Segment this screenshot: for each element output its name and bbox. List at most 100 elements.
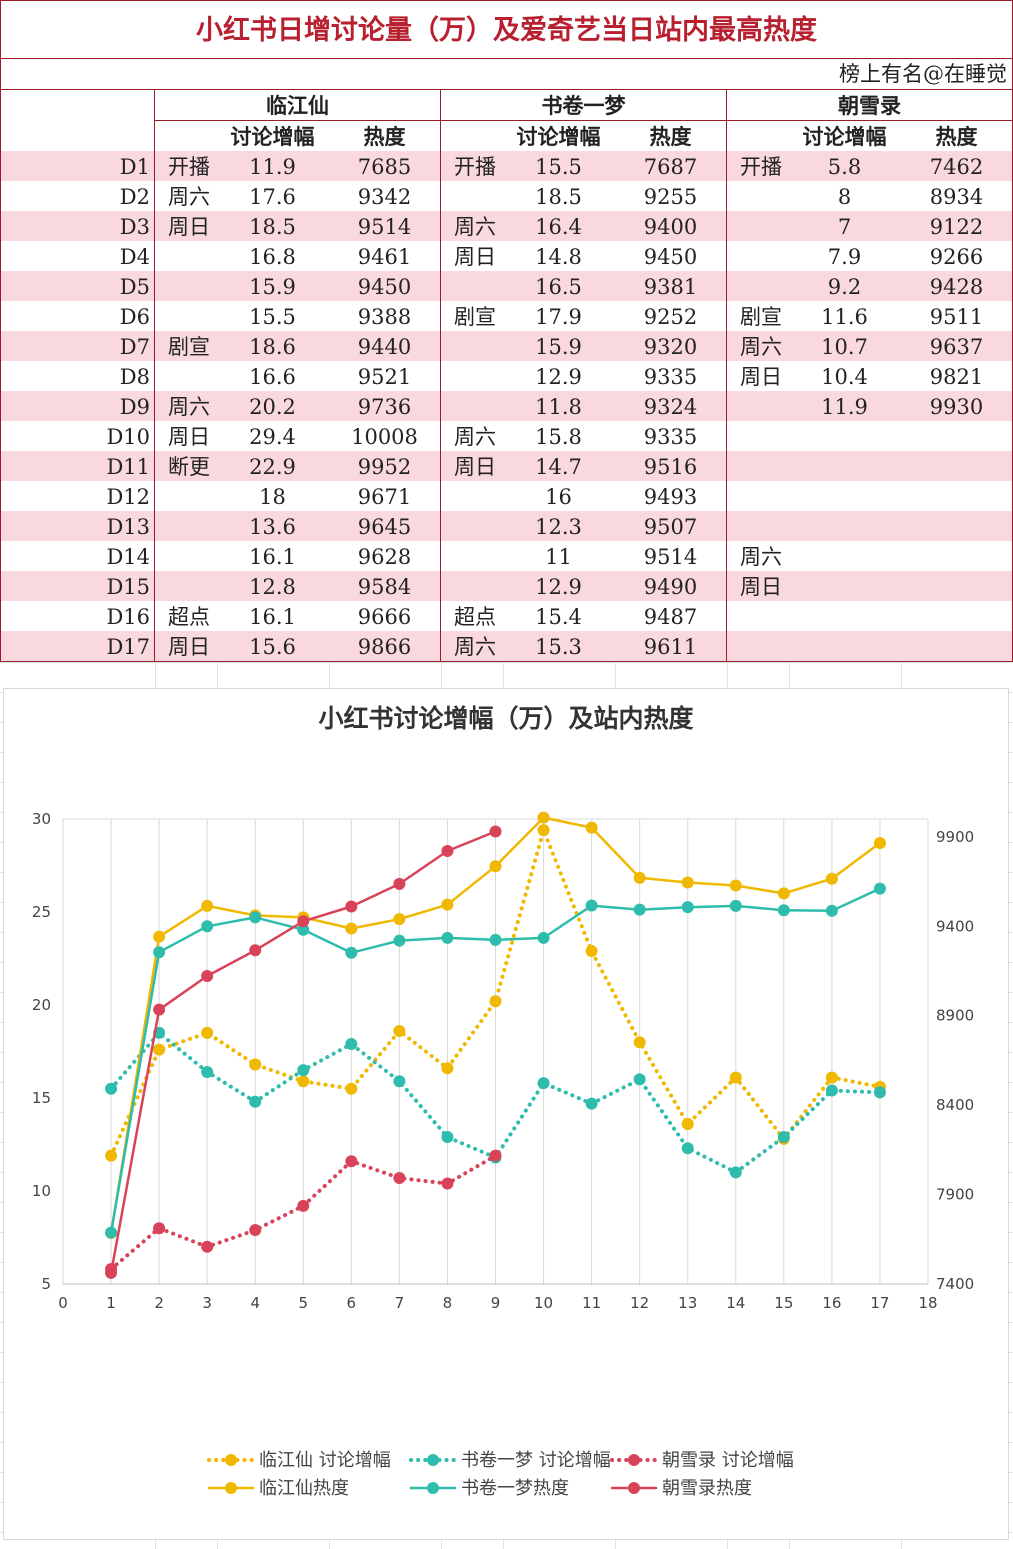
data-point-1 xyxy=(345,1038,358,1051)
heat-a: 9866 xyxy=(357,635,412,659)
day-label: D14 xyxy=(106,545,150,569)
note-b: 超点 xyxy=(454,605,496,629)
data-point-1 xyxy=(777,1131,790,1144)
disc-c: 10.4 xyxy=(821,365,868,389)
day-label: D12 xyxy=(106,485,150,509)
data-point-4 xyxy=(729,899,742,912)
disc-a: 12.8 xyxy=(249,575,296,599)
disc-c: 9.2 xyxy=(827,275,862,299)
x-tick-label: 10 xyxy=(534,1294,553,1312)
heat-b: 9516 xyxy=(643,455,698,479)
table-border xyxy=(155,120,1013,121)
data-point-4 xyxy=(633,903,646,916)
heat-c: 9511 xyxy=(929,305,984,329)
note-b: 周六 xyxy=(454,635,496,659)
row-background xyxy=(1,151,1012,181)
x-tick-label: 18 xyxy=(918,1294,937,1312)
x-tick-label: 6 xyxy=(347,1294,357,1312)
note-c: 周六 xyxy=(740,545,782,569)
data-point-1 xyxy=(825,1084,838,1097)
data-point-4 xyxy=(681,901,694,914)
col-header-heat-a: 热度 xyxy=(363,124,406,149)
day-label: D9 xyxy=(119,395,150,419)
y-left-tick-label: 30 xyxy=(32,810,51,828)
data-point-4 xyxy=(393,934,406,947)
x-tick-label: 8 xyxy=(443,1294,453,1312)
row-background xyxy=(1,331,1012,361)
data-point-0 xyxy=(729,1071,742,1084)
data-point-3 xyxy=(825,872,838,885)
disc-c xyxy=(789,421,900,451)
disc-a: 15.9 xyxy=(249,275,296,299)
disc-a: 18.6 xyxy=(249,335,296,359)
data-point-2 xyxy=(297,1199,310,1212)
note-a: 断更 xyxy=(168,455,210,479)
y-right-tick-label: 9400 xyxy=(936,917,974,935)
x-tick-label: 1 xyxy=(106,1294,116,1312)
data-point-1 xyxy=(729,1166,742,1179)
heat-b: 9400 xyxy=(643,215,698,239)
note-c: 周六 xyxy=(740,335,782,359)
y-left-tick-label: 10 xyxy=(32,1182,51,1200)
note-a xyxy=(155,481,217,511)
data-point-1 xyxy=(585,1097,598,1110)
disc-b: 15.4 xyxy=(535,605,582,629)
disc-c xyxy=(789,631,900,661)
row-background xyxy=(1,271,1012,301)
disc-a: 16.1 xyxy=(249,545,296,569)
table-border xyxy=(0,661,1013,662)
note-b xyxy=(441,271,503,301)
note-b xyxy=(441,571,503,601)
legend-label: 书卷一梦 讨论增幅 xyxy=(461,1450,611,1471)
heat-c: 9122 xyxy=(929,215,984,239)
note-a xyxy=(155,271,217,301)
data-point-1 xyxy=(681,1142,694,1155)
disc-c xyxy=(789,451,900,481)
note-b: 周日 xyxy=(454,455,496,479)
x-tick-label: 9 xyxy=(491,1294,501,1312)
disc-b: 16.4 xyxy=(535,215,582,239)
note-c xyxy=(727,511,789,541)
disc-c: 8 xyxy=(837,185,852,209)
disc-b: 15.5 xyxy=(535,155,582,179)
note-b: 剧宣 xyxy=(454,305,496,329)
heat-a: 9628 xyxy=(357,545,412,569)
table-border xyxy=(0,58,1013,59)
heat-a: 9736 xyxy=(357,395,412,419)
day-label: D5 xyxy=(119,275,150,299)
heat-b: 9514 xyxy=(643,545,698,569)
row-background xyxy=(1,211,1012,241)
heat-b: 9493 xyxy=(643,485,698,509)
note-c: 周日 xyxy=(740,365,782,389)
heat-b: 7687 xyxy=(643,155,698,179)
data-point-0 xyxy=(489,995,502,1008)
data-point-3 xyxy=(633,871,646,884)
data-point-2 xyxy=(201,1240,214,1253)
col-header-heat-c: 热度 xyxy=(935,124,978,149)
note-c: 开播 xyxy=(740,155,782,179)
data-point-1 xyxy=(105,1082,118,1095)
x-tick-label: 3 xyxy=(202,1294,212,1312)
data-point-3 xyxy=(345,922,358,935)
day-label: D2 xyxy=(119,185,150,209)
note-a xyxy=(155,541,217,571)
legend-swatch-marker xyxy=(225,1482,237,1494)
legend-swatch-marker xyxy=(628,1454,640,1466)
data-point-5 xyxy=(201,970,214,983)
data-point-4 xyxy=(153,946,166,959)
y-left-tick-label: 5 xyxy=(41,1275,51,1293)
note-c xyxy=(727,631,789,661)
disc-a: 17.6 xyxy=(249,185,296,209)
table-border xyxy=(726,89,727,662)
row-background xyxy=(1,511,1012,541)
col-header-disc-b: 讨论增幅 xyxy=(516,124,601,149)
heat-a: 9450 xyxy=(357,275,412,299)
x-tick-label: 12 xyxy=(630,1294,649,1312)
day-label: D6 xyxy=(119,305,150,329)
row-background xyxy=(1,631,1012,661)
disc-b: 18.5 xyxy=(535,185,582,209)
legend-label: 朝雪录热度 xyxy=(662,1478,752,1499)
y-right-tick-label: 7900 xyxy=(936,1186,974,1204)
data-point-2 xyxy=(441,1177,454,1190)
heat-b: 9450 xyxy=(643,245,698,269)
